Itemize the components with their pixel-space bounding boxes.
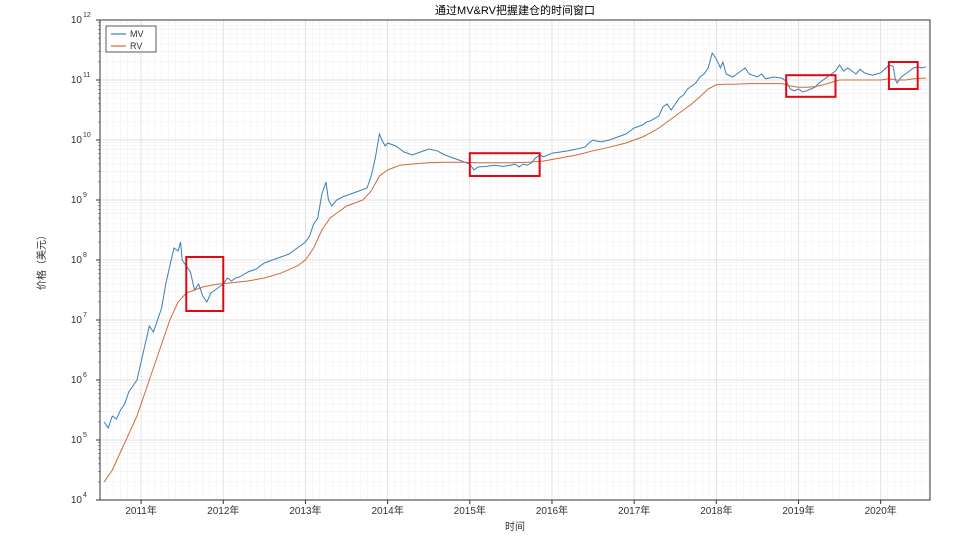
chart-svg: 1041051061071081091010101110122011年2012年… xyxy=(0,0,960,539)
legend-label: MV xyxy=(130,29,144,39)
svg-text:12: 12 xyxy=(83,12,91,19)
svg-text:6: 6 xyxy=(83,372,87,379)
svg-text:10: 10 xyxy=(71,15,83,26)
svg-text:10: 10 xyxy=(71,195,83,206)
xtick-label: 2015年 xyxy=(454,504,486,517)
legend: MV RV xyxy=(106,26,156,52)
xlabel: 时间 xyxy=(505,520,525,533)
svg-text:7: 7 xyxy=(83,312,87,319)
xtick-label: 2017年 xyxy=(618,504,650,517)
xtick-label: 2013年 xyxy=(289,504,321,517)
svg-text:10: 10 xyxy=(71,135,83,146)
svg-text:10: 10 xyxy=(71,255,83,266)
chart-container: 1041051061071081091010101110122011年2012年… xyxy=(0,0,960,539)
xtick-label: 2019年 xyxy=(782,504,814,517)
xtick-label: 2012年 xyxy=(207,504,239,517)
svg-text:4: 4 xyxy=(83,492,87,499)
svg-text:10: 10 xyxy=(71,375,83,386)
chart-title: 通过MV&RV把握建仓的时间窗口 xyxy=(435,3,595,17)
svg-text:10: 10 xyxy=(71,495,83,506)
xtick-label: 2016年 xyxy=(536,504,568,517)
svg-text:11: 11 xyxy=(83,72,90,79)
xtick-label: 2014年 xyxy=(371,504,403,517)
xtick-label: 2011年 xyxy=(125,504,157,517)
svg-text:10: 10 xyxy=(71,435,83,446)
svg-text:10: 10 xyxy=(83,132,91,139)
xtick-label: 2018年 xyxy=(700,504,732,517)
svg-text:5: 5 xyxy=(83,432,87,439)
svg-text:8: 8 xyxy=(83,252,87,259)
svg-text:9: 9 xyxy=(83,192,87,199)
ylabel: 价格（美元） xyxy=(35,230,48,290)
svg-text:10: 10 xyxy=(71,315,83,326)
legend-label: RV xyxy=(130,41,142,51)
svg-text:10: 10 xyxy=(71,75,83,86)
xtick-label: 2020年 xyxy=(865,504,897,517)
